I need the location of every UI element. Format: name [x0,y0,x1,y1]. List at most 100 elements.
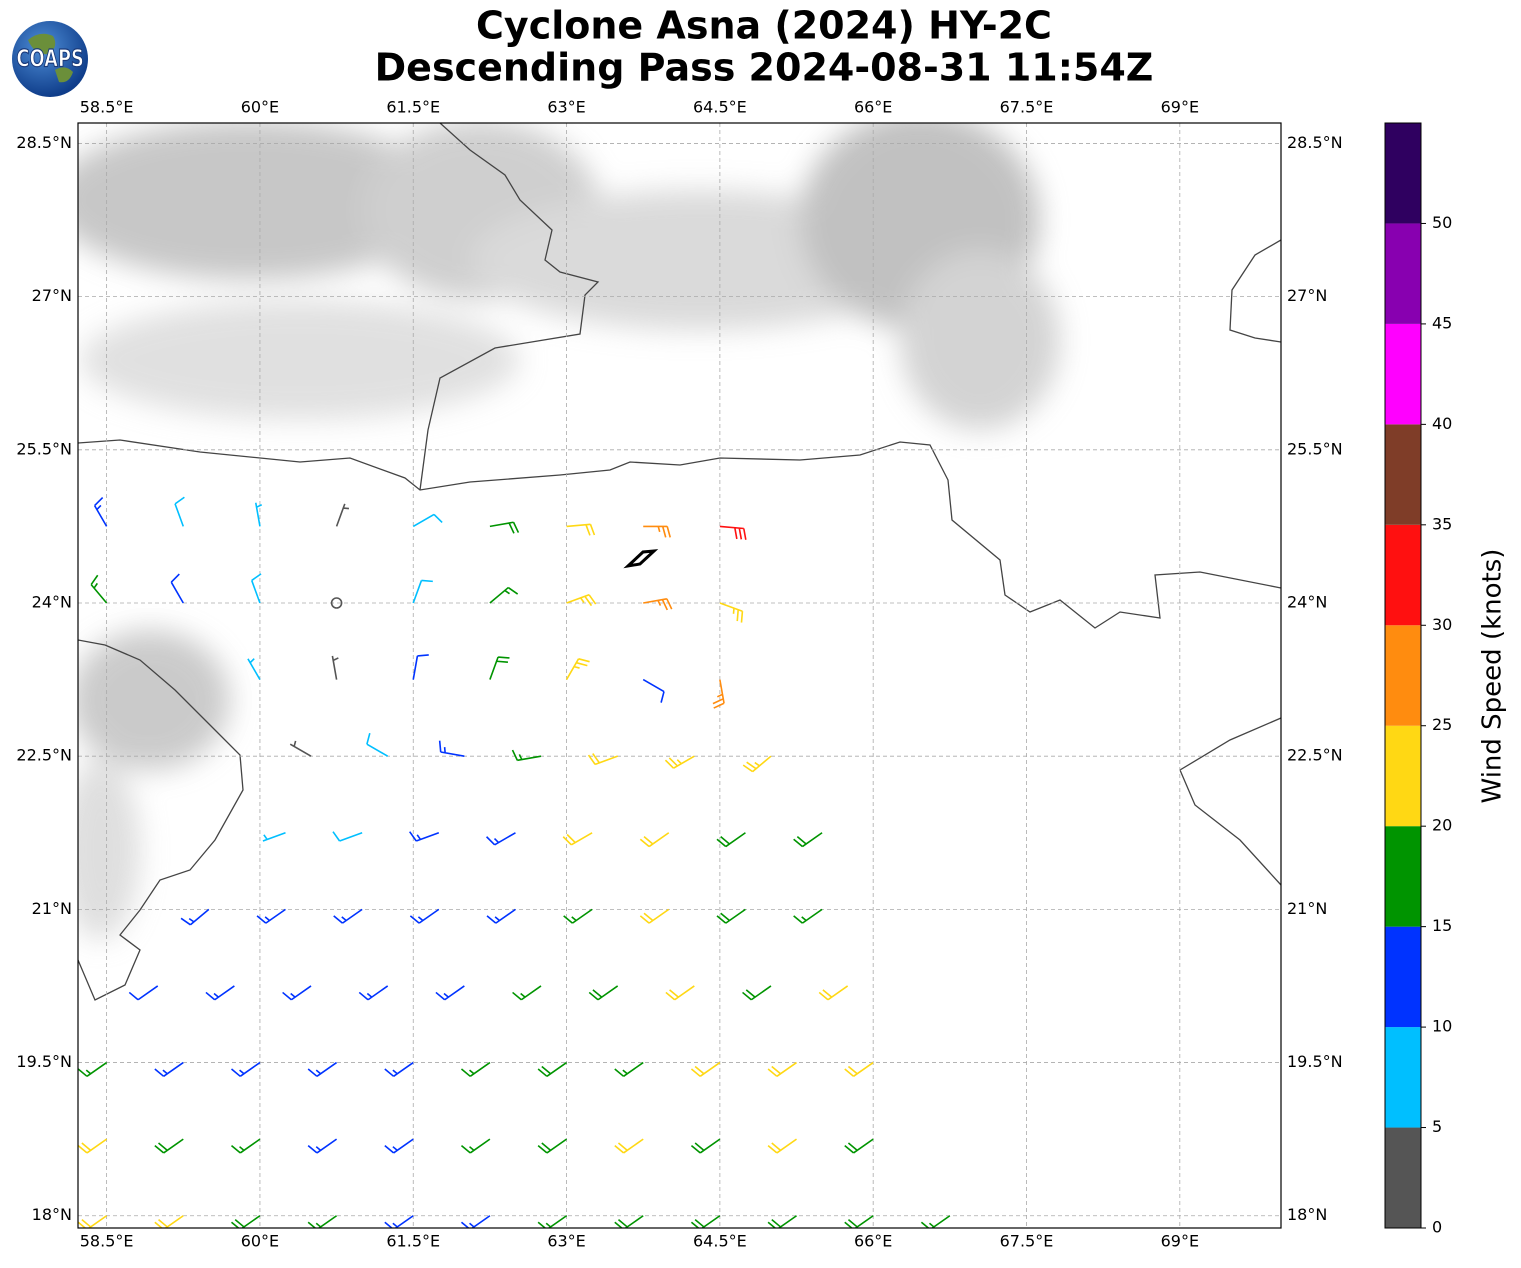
barb-shape [289,740,312,757]
barb-shape [247,658,261,680]
colorbar-frame [1384,122,1422,1229]
wind-barb [90,574,108,604]
x-tick-label: 69°E [1161,98,1199,117]
wind-barb [438,740,465,757]
wind-barb [486,832,516,846]
barb-shape [250,573,262,604]
wind-barb [614,1215,644,1228]
barb-shape [307,1138,338,1154]
wind-barb [614,1061,644,1077]
barb-shape [489,656,510,680]
wind-barb [537,1215,568,1228]
wind-barb [489,656,510,680]
barb-shape [844,1138,874,1154]
wind-barb [174,496,185,527]
basemap [78,123,1281,1228]
wind-barb [384,1215,414,1228]
barb-shape [511,749,542,762]
wind-barb [230,1138,261,1154]
wind-barb [767,1215,797,1228]
wind-barb [230,1215,261,1228]
gridlines [78,123,1281,1228]
x-tick-label: 63°E [547,1232,585,1251]
wind-barb [435,985,465,1001]
barb-shape [716,832,746,848]
barb-shape [154,1215,184,1228]
wind-barb [489,521,520,534]
x-tick-label: 66°E [854,98,892,117]
barb-shape [712,679,725,709]
y-tick-label: 28.5°N [1287,133,1343,152]
logo-text: COAPS [16,45,83,73]
x-tick-label: 63°E [547,98,585,117]
wind-barb [537,1138,568,1154]
colorbar-tick-label: 0 [1432,1218,1442,1237]
wind-barb [409,908,440,924]
barb-shape [333,908,363,924]
subtitle: Descending Pass 2024-08-31 11:54Z [375,46,1154,90]
wind-barb [742,985,772,1001]
barb-shape [90,574,108,604]
wind-barb [566,594,597,607]
y-tick-label: 22.5°N [1287,746,1343,765]
y-tick-label: 19.5°N [16,1052,72,1071]
wind-barb [562,832,593,846]
barb-shape [412,579,433,604]
wind-barb [460,1215,491,1228]
barb-shape [307,1215,338,1228]
wind-barb [716,908,746,924]
barb-shape [614,1061,644,1077]
x-tick-label: 60°E [241,98,279,117]
wind-barb [460,1061,491,1077]
wind-barb [690,1061,721,1077]
barb-shape [719,525,747,540]
wind-barb [412,513,443,528]
colorbar-tick-label: 45 [1432,313,1452,332]
wind-barb [78,1138,108,1154]
x-tick-label: 64.5°E [693,98,747,117]
title: Cyclone Asna (2024) HY-2C [476,4,1052,48]
barb-shape [537,1215,568,1228]
wind-barb [767,1138,797,1154]
barb-shape [366,732,389,757]
x-tick-label: 66°E [854,1232,892,1251]
barb-shape [93,496,108,527]
wind-barb [412,579,433,604]
coastlines [78,123,1281,1001]
barb-shape [205,985,235,1001]
barb-shape [512,985,542,1001]
barb-shape [588,985,619,1001]
wind-barb [563,908,593,924]
barb-shape [262,832,286,842]
wind-barb [409,831,440,842]
wind-barb [664,755,695,769]
colorbar-tick-label: 30 [1432,615,1452,634]
barb-shape [643,598,673,611]
barb-shape [642,678,665,703]
barb-shape [460,1138,491,1154]
calm-circle [330,597,343,609]
axis-labels: 58.5°E 58.5°E 60°E 60°E 61.5°E 61.5°E 63°E 63°E… [16,98,1342,1251]
wind-barb [384,1138,414,1154]
wind-barb [719,602,744,623]
colorbar-segment [1385,123,1421,224]
y-tick-label: 18°N [1287,1205,1327,1224]
barb-shape [78,1061,108,1077]
wind-barb [920,1215,951,1228]
x-tick-label: 58.5°E [80,98,134,117]
barb-shape [412,513,443,528]
barb-shape [78,1138,108,1154]
wind-barb [818,985,849,1001]
colorbar-tick-label: 10 [1432,1017,1452,1036]
wind-barb [384,1061,414,1077]
wind-barb [639,908,670,924]
barb-shape [409,908,440,924]
y-tick-label: 21°N [1287,899,1327,918]
wind-barb [690,1215,721,1228]
y-tick-label: 25.5°N [1287,439,1343,458]
wind-barb [180,908,210,926]
colorbar-segment [1385,926,1421,1028]
colorbar-segment [1385,625,1421,726]
wind-barb [331,655,339,680]
x-tick-label: 58.5°E [80,1232,134,1251]
